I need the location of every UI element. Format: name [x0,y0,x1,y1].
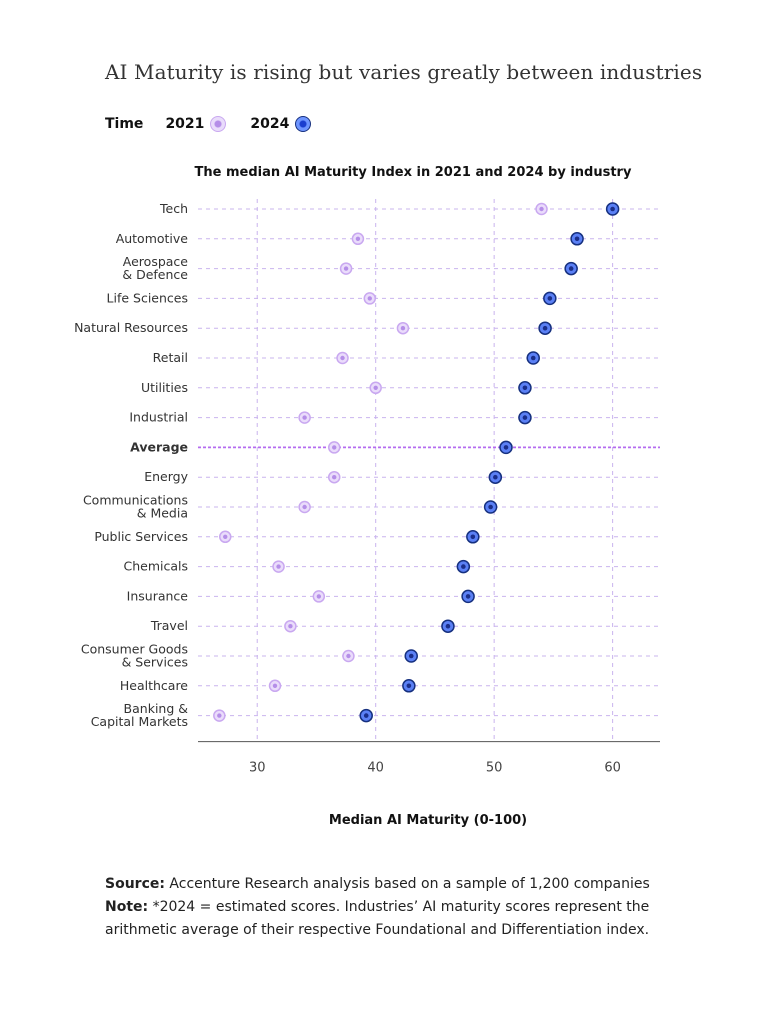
category-label: Insurance [127,588,189,603]
category-label: Chemicals [123,559,188,574]
category-label: Communications & Media [83,493,188,521]
category-label: Energy [144,469,188,484]
point-2024-center [530,355,536,361]
point-2021-center [400,326,406,331]
point-2024-center [574,236,580,242]
point-2021-center [217,713,222,718]
legend-label: Time [105,116,144,132]
note-label: Note: [105,899,149,915]
point-2021-center [223,534,228,539]
point-2021-center [288,624,293,629]
point-2024-center [542,325,548,331]
point-2021-center [355,236,361,241]
source-text: Accenture Research analysis based on a s… [164,876,650,892]
category-label: Aerospace & Defence [122,254,188,282]
point-2024-center [445,623,451,629]
x-tick-label: 60 [604,761,621,776]
category-label: Healthcare [120,678,188,693]
point-2024-center [522,385,528,391]
point-2024-center [465,594,471,599]
category-label: Retail [153,350,188,365]
category-label: Utilities [141,380,188,395]
point-2024-center [470,534,476,540]
note-line: Note: *2024 = estimated scores. Industri… [105,896,725,942]
source-line: Source: Accenture Research analysis base… [105,873,725,896]
point-2021-center [272,683,278,688]
footer-notes: Source: Accenture Research analysis base… [105,873,725,942]
point-2021-center [302,504,307,510]
point-2024-center [408,653,414,659]
chart-subtitle: The median AI Maturity Index in 2021 and… [194,165,632,180]
category-label: Natural Resources [74,320,188,335]
x-tick-label: 50 [486,761,503,776]
source-label: Source: [105,876,165,892]
legend-2024-label: 2024 [250,116,290,132]
point-2024-center [406,683,412,689]
point-2024-center [547,296,553,301]
point-2021-center [346,653,351,659]
point-2021-center [340,355,345,361]
dumbbell-chart: 30 40 50 60 Tech Automotive Aerospace & Defence… [74,199,660,776]
category-label: Industrial [129,410,188,425]
point-2021-center [367,296,372,301]
point-2021-center [316,594,322,599]
point-2021-center [276,564,281,569]
category-label: Life Sciences [107,290,188,305]
point-2024-center [488,504,493,510]
x-tick-label: 30 [249,761,266,776]
point-2021-center [332,475,337,480]
point-2021-center [539,206,544,212]
chart-title: AI Maturity is rising but varies greatly… [105,60,703,84]
point-2024-center [461,564,466,569]
category-label: Average [130,439,188,454]
point-2021-center [373,385,378,390]
category-label: Automotive [116,231,189,246]
category-label: Travel [150,618,188,633]
category-label: Consumer Goods & Services [81,642,188,670]
point-2021-center [302,415,307,420]
point-2024-center [522,415,528,420]
legend-2024-marker [295,116,312,132]
category-label: Tech [159,201,188,216]
point-2024-center [503,445,509,450]
category-label: Banking & Capital Markets [91,701,189,729]
legend-2021-marker [210,116,227,132]
point-2024-center [363,713,369,718]
category-label: Public Services [94,529,188,544]
point-2024-center [610,206,615,212]
x-axis-label: Median AI Maturity (0-100) [328,813,528,828]
legend: Time 2021 2024 [105,116,312,132]
point-2024-center [568,266,574,271]
point-2021-center [332,445,337,450]
legend-2021-label: 2021 [165,116,205,132]
note-text: *2024 = estimated scores. Industries’ AI… [105,899,650,938]
x-tick-label: 40 [367,761,384,776]
point-2024-center [493,474,498,480]
point-2021-center [343,266,349,271]
